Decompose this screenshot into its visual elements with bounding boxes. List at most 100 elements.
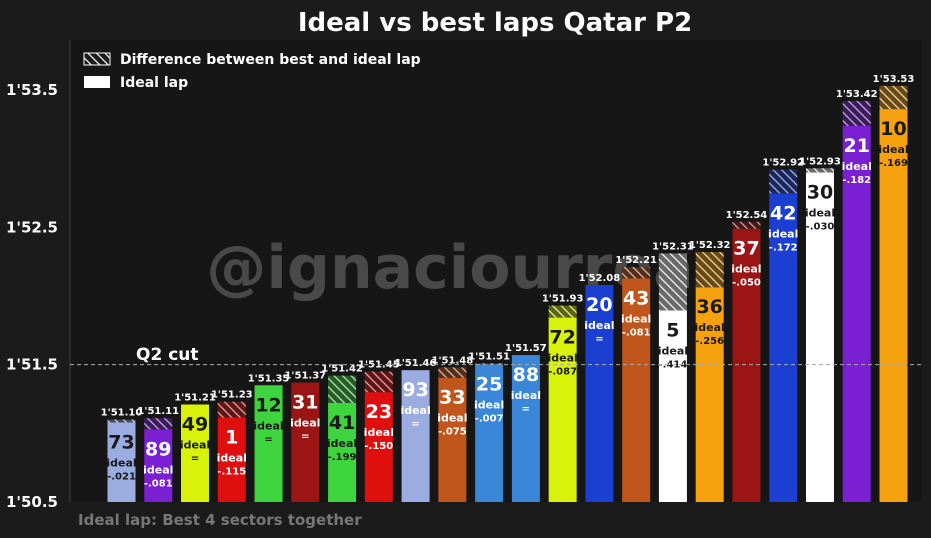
ideal-lap-bar <box>181 404 210 502</box>
bar-group: 1'52.08 20 ideal = <box>579 273 620 502</box>
driver-number: 49 <box>182 413 208 435</box>
ideal-word: ideal <box>731 263 761 276</box>
best-lap-label: 1'52.21 <box>615 255 657 266</box>
best-lap-label: 1'51.48 <box>432 355 474 366</box>
difference-bar <box>769 169 798 194</box>
best-lap-label: 1'52.92 <box>762 158 804 169</box>
bar-group: 1'52.32 36 ideal -.256 <box>689 240 731 502</box>
ideal-word: ideal <box>511 389 541 402</box>
legend-label-ideal: Ideal lap <box>120 75 188 91</box>
ideal-lap-bar <box>217 417 246 502</box>
bar-group: 1'53.53 10 ideal -.169 <box>873 74 915 503</box>
difference-bar <box>622 267 651 279</box>
diff-label: -.050 <box>732 278 761 289</box>
ideal-word: ideal <box>253 419 283 432</box>
ideal-word: ideal <box>584 319 614 332</box>
diff-label: = <box>264 434 272 445</box>
difference-tint <box>364 371 393 393</box>
diff-label: -.075 <box>438 427 467 438</box>
bar-group: 1'51.93 72 ideal -.087 <box>542 294 584 502</box>
difference-bar <box>658 253 687 311</box>
ideal-word: ideal <box>805 206 835 219</box>
legend-swatch-solid <box>84 76 110 88</box>
ideal-word: ideal <box>695 321 725 334</box>
difference-tint <box>328 375 357 403</box>
ideal-word: ideal <box>878 143 908 156</box>
difference-bar <box>695 252 724 288</box>
ideal-word: ideal <box>400 404 430 417</box>
diff-label: -.172 <box>769 242 798 253</box>
difference-bar <box>879 85 908 110</box>
legend-label-difference: Difference between best and ideal lap <box>120 52 421 68</box>
ideal-word: ideal <box>180 438 210 451</box>
ideal-lap-bar <box>511 355 540 502</box>
difference-bar <box>805 168 834 173</box>
diff-label: -.021 <box>107 471 136 482</box>
legend-swatch-hatched <box>83 52 111 66</box>
ideal-word: ideal <box>474 398 504 411</box>
difference-tint <box>805 168 834 173</box>
bar-group: 1'51.35 12 ideal = <box>248 373 289 502</box>
ideal-lap-bar <box>879 109 908 503</box>
diff-label: -.081 <box>622 327 651 338</box>
driver-number: 31 <box>292 392 318 414</box>
difference-tint <box>658 253 687 311</box>
best-lap-label: 1'52.93 <box>799 156 841 167</box>
bar-group: 1'51.11 89 ideal -.081 <box>137 406 179 502</box>
driver-number: 5 <box>666 319 679 341</box>
bar-group: 1'52.92 42 ideal -.172 <box>762 158 804 503</box>
y-axis: 1'50.5 1'51.5 1'52.5 1'53.5 <box>6 40 71 511</box>
ideal-lap-bar <box>475 364 504 502</box>
driver-number: 36 <box>696 296 722 318</box>
ideal-word: ideal <box>327 437 357 450</box>
footnote: Ideal lap: Best 4 sectors together <box>78 511 362 529</box>
bar-series: 1'51.1073ideal-.0211'51.1189ideal-.0811'… <box>101 74 915 503</box>
bar-group: 1'51.23 1 ideal -.115 <box>211 390 253 502</box>
diff-label: = <box>191 453 199 464</box>
ideal-lap-bar <box>254 385 283 502</box>
diff-label: = <box>522 404 530 415</box>
best-lap-label: 1'51.10 <box>101 408 143 419</box>
difference-bar <box>328 375 357 403</box>
ideal-lap-bar <box>107 422 136 502</box>
ideal-word: ideal <box>437 412 467 425</box>
difference-tint <box>842 100 871 126</box>
diff-label: = <box>595 334 603 345</box>
y-tick-label: 1'53.5 <box>6 81 58 99</box>
bar-group: 1'51.57 88 ideal = <box>505 343 547 502</box>
driver-number: 93 <box>402 379 428 401</box>
difference-bar <box>842 100 871 126</box>
ideal-lap-bar <box>769 193 798 503</box>
best-lap-label: 1'51.93 <box>542 294 584 305</box>
ideal-lap-bar <box>291 382 320 502</box>
ideal-lap-bar <box>364 392 393 502</box>
difference-tint <box>475 363 504 365</box>
best-lap-label: 1'52.31 <box>652 241 694 252</box>
best-lap-label: 1'51.57 <box>505 343 547 354</box>
diff-label: -.081 <box>144 478 173 489</box>
best-lap-label: 1'53.42 <box>836 89 878 100</box>
best-lap-label: 1'53.53 <box>873 74 915 85</box>
driver-number: 12 <box>255 394 281 416</box>
q2-cut-label: Q2 cut <box>136 345 199 365</box>
best-lap-label: 1'52.54 <box>726 210 768 221</box>
bar-group: 1'51.46 93 ideal = <box>395 358 436 502</box>
best-lap-label: 1'51.51 <box>468 351 510 362</box>
diff-label: = <box>301 432 309 443</box>
bar-group: 1'51.21 49 ideal = <box>174 392 216 502</box>
diff-label: -.030 <box>806 221 835 232</box>
ideal-lap-bar <box>622 278 651 502</box>
ideal-word: ideal <box>768 227 798 240</box>
bar-group: 1'53.42 21 ideal -.182 <box>836 89 878 503</box>
driver-number: 37 <box>733 238 759 260</box>
y-tick-label: 1'51.5 <box>6 356 58 374</box>
ideal-word: ideal <box>842 160 872 173</box>
ideal-word: ideal <box>290 417 320 430</box>
ideal-lap-bar <box>805 172 834 502</box>
difference-bar <box>548 305 577 318</box>
diff-label: -.199 <box>328 452 357 463</box>
bar-group: 1'52.54 37 ideal -.050 <box>726 210 768 502</box>
difference-tint <box>144 418 173 430</box>
ideal-lap-bar <box>585 285 614 502</box>
